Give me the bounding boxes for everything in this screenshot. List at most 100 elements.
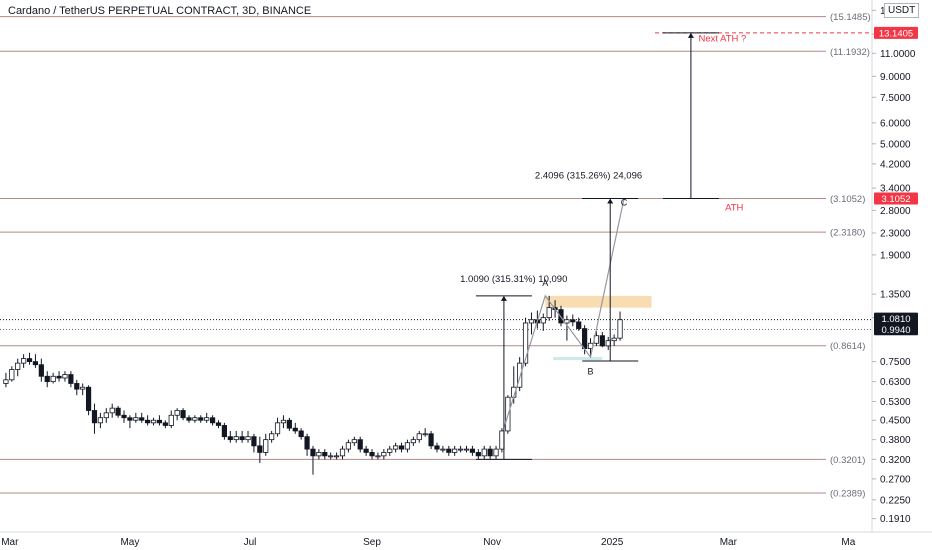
x-tick-label: Nov [483,537,501,548]
candle-body [463,448,470,451]
candle-body [21,358,27,364]
candle-body [15,362,21,370]
candle-body [180,410,186,419]
candle-body [369,452,375,457]
candle-body [109,407,115,414]
candle-body [517,362,523,388]
zone-teal [553,357,603,361]
candle-body [85,386,92,411]
candle-body [251,436,257,447]
y-tick-label: 0.2700 [880,474,911,485]
candle-body [221,425,227,438]
candle-body [150,419,157,424]
candle-body [44,375,50,383]
candle-body [322,452,328,457]
candle-body [215,422,222,426]
candle-body [209,417,216,424]
candle-body [68,374,74,384]
chart-annotation: A [542,278,548,288]
candle-body [156,419,163,424]
candle-body [481,448,487,457]
y-tick-label: 0.7500 [880,357,911,368]
y-tick-label: 1.3500 [880,290,911,301]
chart-title: Cardano / TetherUS PERPETUAL CONTRACT, 3… [8,5,312,17]
y-tick-label: 0.1910 [880,514,911,525]
level-label: (0.2389) [830,488,865,499]
candle-body [97,417,103,424]
candle-body [204,417,210,421]
candle-body [310,448,316,457]
candle-body [422,433,428,436]
y-tick-label: 5.0000 [880,139,911,150]
candle-body [475,452,481,457]
chart-annotation: 2.4096 (315.26%) 24,096 [535,170,642,181]
price-tag [874,26,918,39]
y-tick-label: 0.4500 [880,416,911,427]
candle-body [127,417,133,421]
price-tag-label: 1.0810 [881,314,910,325]
y-tick-label: 6.0000 [880,118,911,129]
candle-body [91,410,98,424]
projection-arrow [500,295,507,301]
candle-body [434,445,440,450]
candle-body [298,430,304,438]
candle-body [387,448,393,453]
candle-body [522,322,529,364]
y-tick-label: 3.4000 [880,184,911,195]
candle-body [168,414,174,426]
candle-body [540,317,546,324]
currency-button[interactable]: USDT [884,3,920,18]
candle-body [339,448,346,457]
level-label: (11.1932) [830,47,870,58]
candle-body [74,383,80,390]
y-tick-label: 9.0000 [880,72,911,83]
candle-body [233,436,239,441]
candle-body [38,364,44,377]
candle-body [162,422,168,426]
abc-wave-path [503,198,625,429]
y-tick-label: 0.2250 [880,495,911,506]
candle-body [328,455,334,458]
candle-body [410,439,416,444]
level-label: (2.3180) [830,228,865,239]
y-tick-label: 7.5000 [880,93,911,104]
price-tag-label: 0.9940 [881,325,910,336]
y-tick-label: 2.3000 [880,228,911,239]
x-tick-label: May [120,537,139,548]
y-tick-label: 0.5300 [880,397,911,408]
candle-body [452,448,458,453]
level-label: (3.1052) [830,194,865,205]
chart-annotation: Next ATH ? [698,33,746,44]
candle-body [351,439,357,444]
candle-body [239,436,245,441]
y-tick-label: 2.8000 [880,206,911,217]
candle-body [440,448,446,451]
price-tag [874,192,918,205]
zone-orange [545,295,652,308]
candle-body [363,448,369,453]
x-tick-label: Mar [720,537,738,548]
y-tick-label: 11.0000 [880,49,916,60]
candle-body [428,433,434,447]
y-tick-label: 4.2000 [880,159,911,170]
candle-body [576,321,582,329]
y-tick-label: 0.6300 [880,377,911,388]
candle-body [62,374,68,379]
candle-body [50,375,56,383]
candle-body [192,417,198,421]
x-tick-label: Jul [244,537,257,548]
x-tick-label: 2025 [601,537,624,548]
candle-body [245,436,251,441]
level-label: (15.1485) [830,12,871,23]
candle-body [32,361,39,366]
level-label: (0.3201) [830,455,865,466]
x-tick-label: Ma [841,537,855,548]
candle-body [286,419,292,429]
candle-body [381,452,387,457]
candle-body [3,379,9,384]
candle-body [9,369,15,381]
candle-body [416,433,422,441]
projection-arrow [687,32,694,38]
